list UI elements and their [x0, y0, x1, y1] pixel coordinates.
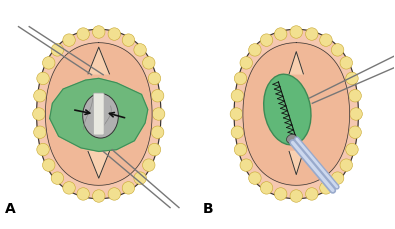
- Circle shape: [122, 35, 135, 47]
- Circle shape: [234, 144, 247, 156]
- Circle shape: [350, 108, 362, 121]
- Circle shape: [231, 126, 244, 139]
- Circle shape: [331, 172, 344, 185]
- Circle shape: [346, 144, 358, 156]
- Circle shape: [306, 188, 318, 200]
- Circle shape: [249, 44, 261, 57]
- Polygon shape: [37, 30, 161, 199]
- Circle shape: [148, 144, 161, 156]
- Polygon shape: [88, 152, 109, 178]
- Circle shape: [108, 188, 120, 200]
- Circle shape: [143, 57, 155, 70]
- Circle shape: [349, 126, 361, 139]
- Circle shape: [152, 108, 165, 121]
- Circle shape: [92, 190, 105, 202]
- Circle shape: [43, 159, 55, 172]
- FancyBboxPatch shape: [93, 94, 104, 135]
- Ellipse shape: [264, 75, 311, 145]
- Circle shape: [43, 57, 55, 70]
- Circle shape: [249, 172, 261, 185]
- Circle shape: [349, 90, 361, 103]
- Circle shape: [240, 57, 252, 70]
- Circle shape: [134, 44, 146, 57]
- Circle shape: [346, 73, 358, 85]
- Circle shape: [122, 182, 135, 194]
- Ellipse shape: [83, 94, 118, 139]
- Circle shape: [231, 90, 244, 103]
- Circle shape: [240, 159, 252, 172]
- Circle shape: [260, 182, 273, 194]
- Circle shape: [33, 108, 45, 121]
- Circle shape: [148, 73, 161, 85]
- Text: A: A: [5, 201, 16, 215]
- Polygon shape: [50, 79, 148, 152]
- Circle shape: [331, 44, 344, 57]
- Circle shape: [63, 182, 75, 194]
- Circle shape: [34, 126, 46, 139]
- Circle shape: [290, 27, 303, 39]
- Circle shape: [51, 172, 64, 185]
- Circle shape: [108, 29, 120, 41]
- Polygon shape: [289, 52, 303, 75]
- Ellipse shape: [286, 135, 297, 144]
- Polygon shape: [234, 30, 358, 199]
- Circle shape: [37, 73, 49, 85]
- Circle shape: [290, 190, 303, 202]
- Circle shape: [275, 188, 287, 200]
- Circle shape: [151, 90, 164, 103]
- Polygon shape: [289, 152, 303, 175]
- Text: B: B: [203, 201, 213, 215]
- Polygon shape: [45, 44, 152, 185]
- Circle shape: [51, 44, 64, 57]
- Circle shape: [340, 159, 352, 172]
- Circle shape: [151, 126, 164, 139]
- Circle shape: [134, 172, 146, 185]
- Circle shape: [230, 108, 243, 121]
- Polygon shape: [88, 48, 109, 75]
- Circle shape: [234, 73, 247, 85]
- Circle shape: [320, 35, 332, 47]
- Circle shape: [77, 188, 89, 200]
- Circle shape: [260, 35, 273, 47]
- Circle shape: [34, 90, 46, 103]
- Circle shape: [320, 182, 332, 194]
- Circle shape: [63, 35, 75, 47]
- Circle shape: [143, 159, 155, 172]
- Circle shape: [306, 29, 318, 41]
- Polygon shape: [243, 44, 350, 185]
- Circle shape: [77, 29, 89, 41]
- Circle shape: [92, 27, 105, 39]
- Circle shape: [37, 144, 49, 156]
- Circle shape: [340, 57, 352, 70]
- Circle shape: [275, 29, 287, 41]
